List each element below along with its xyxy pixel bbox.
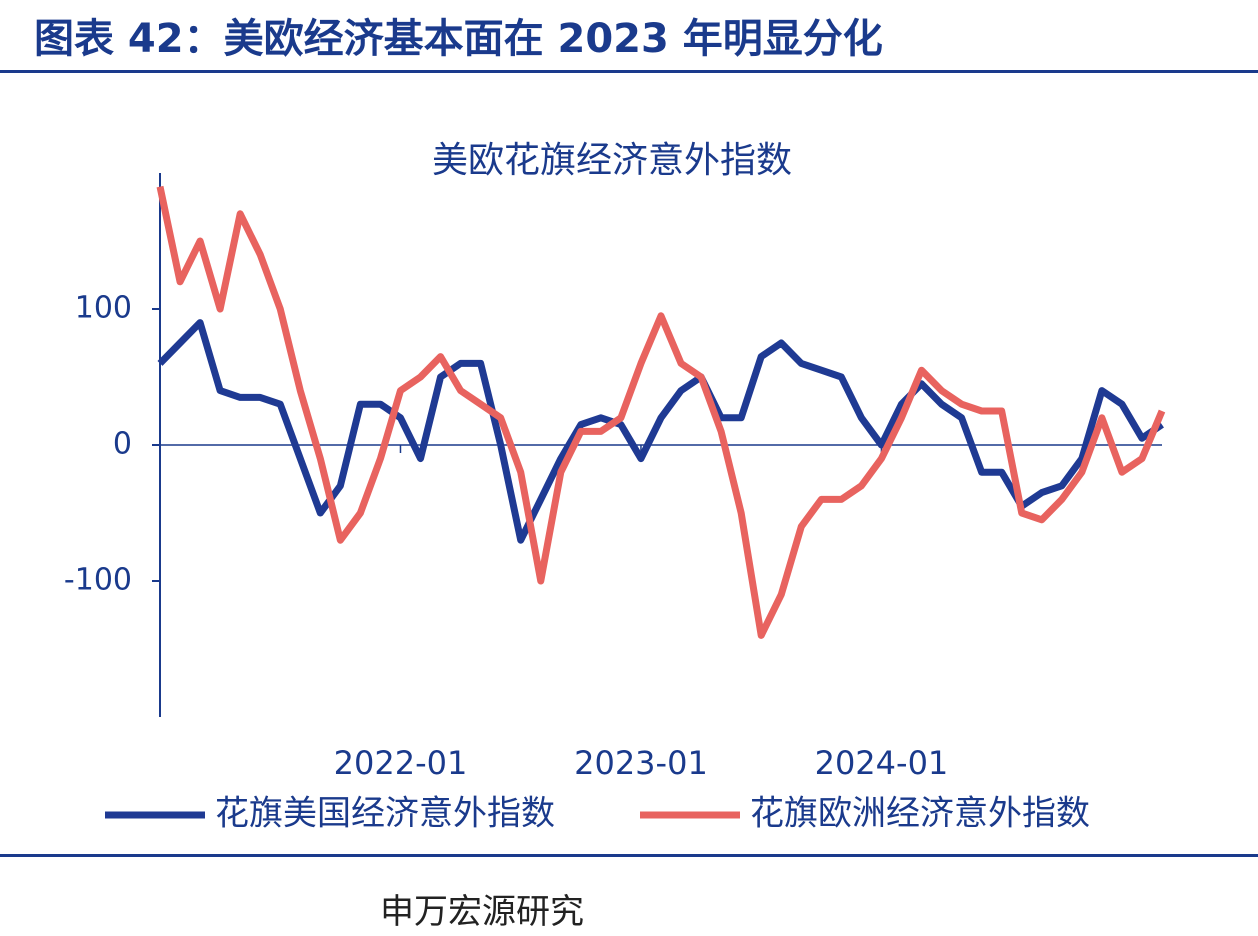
rule xyxy=(0,70,1258,73)
x-tick-label: 2022-01 xyxy=(334,744,468,782)
x-tick-label: 2024-01 xyxy=(815,744,949,782)
series-line xyxy=(157,319,1164,544)
rule xyxy=(0,854,1258,857)
chart-title: 美欧花旗经济意外指数 xyxy=(432,140,792,181)
series-line xyxy=(156,185,1166,639)
header-title: 图表 42：美欧经济基本面在 2023 年明显分化 xyxy=(34,16,883,62)
x-tick-label: 2023-01 xyxy=(574,744,708,782)
y-tick-label: 100 xyxy=(75,291,132,326)
y-tick-label: 0 xyxy=(113,427,132,462)
source: 申万宏源研究 xyxy=(380,892,584,932)
legend-label: 花旗美国经济意外指数 xyxy=(215,794,555,834)
legend-label: 花旗欧洲经济意外指数 xyxy=(750,794,1090,834)
y-tick-label: -100 xyxy=(64,563,132,598)
